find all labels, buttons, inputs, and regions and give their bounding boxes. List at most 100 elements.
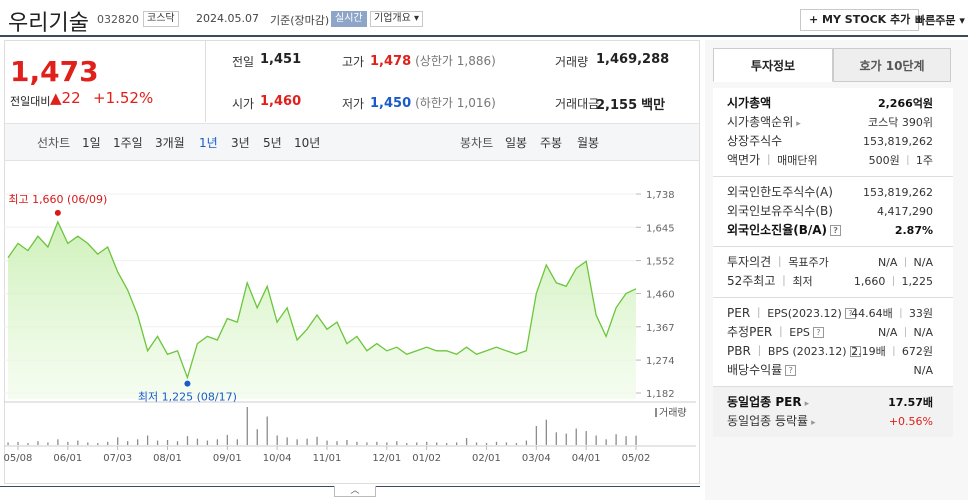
info-value: 4,417,290	[877, 202, 933, 221]
label-text: 투자의견	[727, 255, 772, 269]
volume-bar	[485, 443, 488, 445]
overview-dropdown[interactable]: 기업개요 ▾	[370, 11, 424, 27]
volume-bar	[206, 440, 209, 445]
volume-bar	[146, 435, 149, 445]
help-icon[interactable]: ?	[849, 346, 861, 357]
annotation: 최저 1,225 (08/17)	[138, 391, 237, 404]
info-row: 52주최고 ㅣ 최저 1,660 ㅣ 1,225	[713, 272, 953, 291]
mystock-text: MY STOCK 추가	[822, 13, 911, 26]
help-icon[interactable]: ?	[785, 365, 797, 376]
info-tab[interactable]: 호가 10단계	[833, 48, 951, 82]
separator: ㅣ	[900, 326, 911, 339]
link-arrow[interactable]: ▸	[811, 418, 816, 428]
candle-tab[interactable]: 주봉	[540, 136, 563, 150]
period-tab[interactable]: 1주일	[113, 136, 143, 150]
divider	[205, 40, 206, 122]
volume-bar	[545, 419, 547, 445]
period-tab[interactable]: 10년	[294, 136, 321, 150]
collapse-button[interactable]: ︿	[334, 486, 376, 497]
x-tick-label: 07/03	[103, 453, 132, 464]
info-group: 외국인한도주식수(A) 153,819,262 외국인보유주식수(B) 4,417,2…	[713, 176, 953, 246]
x-tick-label: 05/02	[622, 453, 651, 464]
x-tick-label: 03/04	[522, 453, 551, 464]
volume-bar	[605, 439, 607, 445]
quick-order[interactable]: 빠른주문 ▾	[915, 14, 965, 27]
info-row: 외국인보유주식수(B) 4,417,290	[713, 202, 953, 221]
info-row: 외국인한도주식수(A) 153,819,262	[713, 183, 953, 202]
info-label: 추정PER ㅣ EPS?	[727, 323, 824, 342]
volume-bar	[17, 441, 19, 445]
help-icon[interactable]: ?	[830, 225, 842, 236]
quote-number: 1,469,288	[596, 52, 670, 67]
value-text: 4,417,290	[877, 205, 933, 218]
quote-label: 저가	[342, 97, 365, 111]
quote-note: (하한가 1,016)	[415, 96, 496, 110]
volume-bar	[635, 435, 637, 445]
mystock-button[interactable]: + MY STOCK 추가	[800, 9, 920, 31]
basis: 기준(장마감)	[270, 14, 330, 27]
info-label: PBR ㅣ BPS (2023.12)?	[727, 342, 861, 361]
info-value: 2.19배 ㅣ 672원	[851, 342, 933, 361]
period-tab[interactable]: 1년	[199, 136, 218, 150]
quote-label: 시가	[232, 97, 255, 111]
x-tick-label: 04/01	[572, 453, 601, 464]
volume-bar	[266, 416, 268, 445]
info-value: 2.87%	[895, 221, 933, 240]
volume-bar	[117, 437, 119, 445]
info-label: 동일업종 PER ▸	[727, 393, 809, 414]
info-list: 시가총액 2,266억원 시가총액순위 ▸ 코스닥 390위 상장주식수 153,819,2…	[713, 88, 953, 437]
volume-bar	[366, 442, 368, 445]
y-tick-label: 1,367	[646, 323, 675, 334]
x-tick-label: 02/01	[472, 453, 501, 464]
info-value: 153,819,262	[863, 183, 933, 202]
info-label: 상장주식수	[727, 132, 782, 151]
info-label: 시가총액순위 ▸	[727, 113, 801, 134]
label-text: 외국인한도주식수(A)	[727, 185, 833, 199]
info-tab[interactable]: 투자정보	[713, 48, 833, 82]
quote-unit: 백만	[641, 98, 666, 113]
volume-bar	[246, 407, 248, 445]
volume-legend-swatch	[655, 408, 657, 417]
info-group: 동일업종 PER ▸ 17.57배 동일업종 등락률 ▸ +0.56%	[713, 386, 953, 437]
period-tab[interactable]: 5년	[263, 136, 282, 150]
value-text: 17.57배	[888, 396, 933, 409]
period-tab[interactable]: 3년	[231, 136, 250, 150]
quote-label: 거래대금	[555, 97, 600, 111]
y-tick-label: 1,182	[646, 389, 675, 400]
info-value: 1,660 ㅣ 1,225	[854, 272, 933, 291]
volume-bar	[416, 442, 418, 445]
overview-text: 기업개요	[374, 13, 411, 24]
candle-tab[interactable]: 월봉	[577, 136, 600, 150]
quote-number: 1,450	[370, 96, 412, 111]
info-value: 500원 ㅣ 1주	[869, 151, 933, 170]
volume-bar	[346, 439, 348, 445]
help-icon[interactable]: ?	[844, 308, 856, 319]
info-label: PER ㅣ EPS(2023.12)?	[727, 304, 856, 323]
volume-bar	[276, 435, 278, 445]
volume-bar	[396, 441, 398, 445]
y-tick-label: 1,460	[646, 290, 675, 301]
price-chart: 1,182 1,274 1,367 1,460 1,552 1,645 1,738 최고 1,…	[4, 190, 696, 464]
help-icon[interactable]: ?	[812, 327, 824, 338]
value-text: N/A	[877, 326, 898, 339]
quote-number: 2,155	[596, 98, 638, 113]
volume-bar	[575, 428, 577, 445]
link-arrow[interactable]: ▸	[804, 399, 810, 409]
volume-bar	[426, 441, 428, 445]
volume-legend: 거래량	[659, 407, 687, 419]
candle-tab[interactable]: 일봉	[505, 136, 528, 150]
volume-bar	[475, 442, 478, 445]
quote-note: (상한가 1,886)	[415, 54, 496, 68]
period-tab[interactable]: 1일	[82, 136, 101, 150]
value-text: 1,660	[853, 275, 886, 288]
volume-bar	[77, 440, 79, 445]
link-arrow[interactable]: ▸	[796, 119, 801, 129]
realtime-badge[interactable]: 실시간	[331, 11, 367, 27]
period-tab[interactable]: 3개월	[155, 136, 185, 150]
separator: ㅣ	[888, 345, 899, 358]
volume-bar	[376, 441, 378, 445]
info-label: 시가총액	[727, 94, 771, 113]
info-label: 동일업종 등락률 ▸	[727, 412, 816, 433]
info-row: PER ㅣ EPS(2023.12)? 44.64배 ㅣ 33원	[713, 304, 953, 323]
period-tabs	[5, 123, 699, 161]
